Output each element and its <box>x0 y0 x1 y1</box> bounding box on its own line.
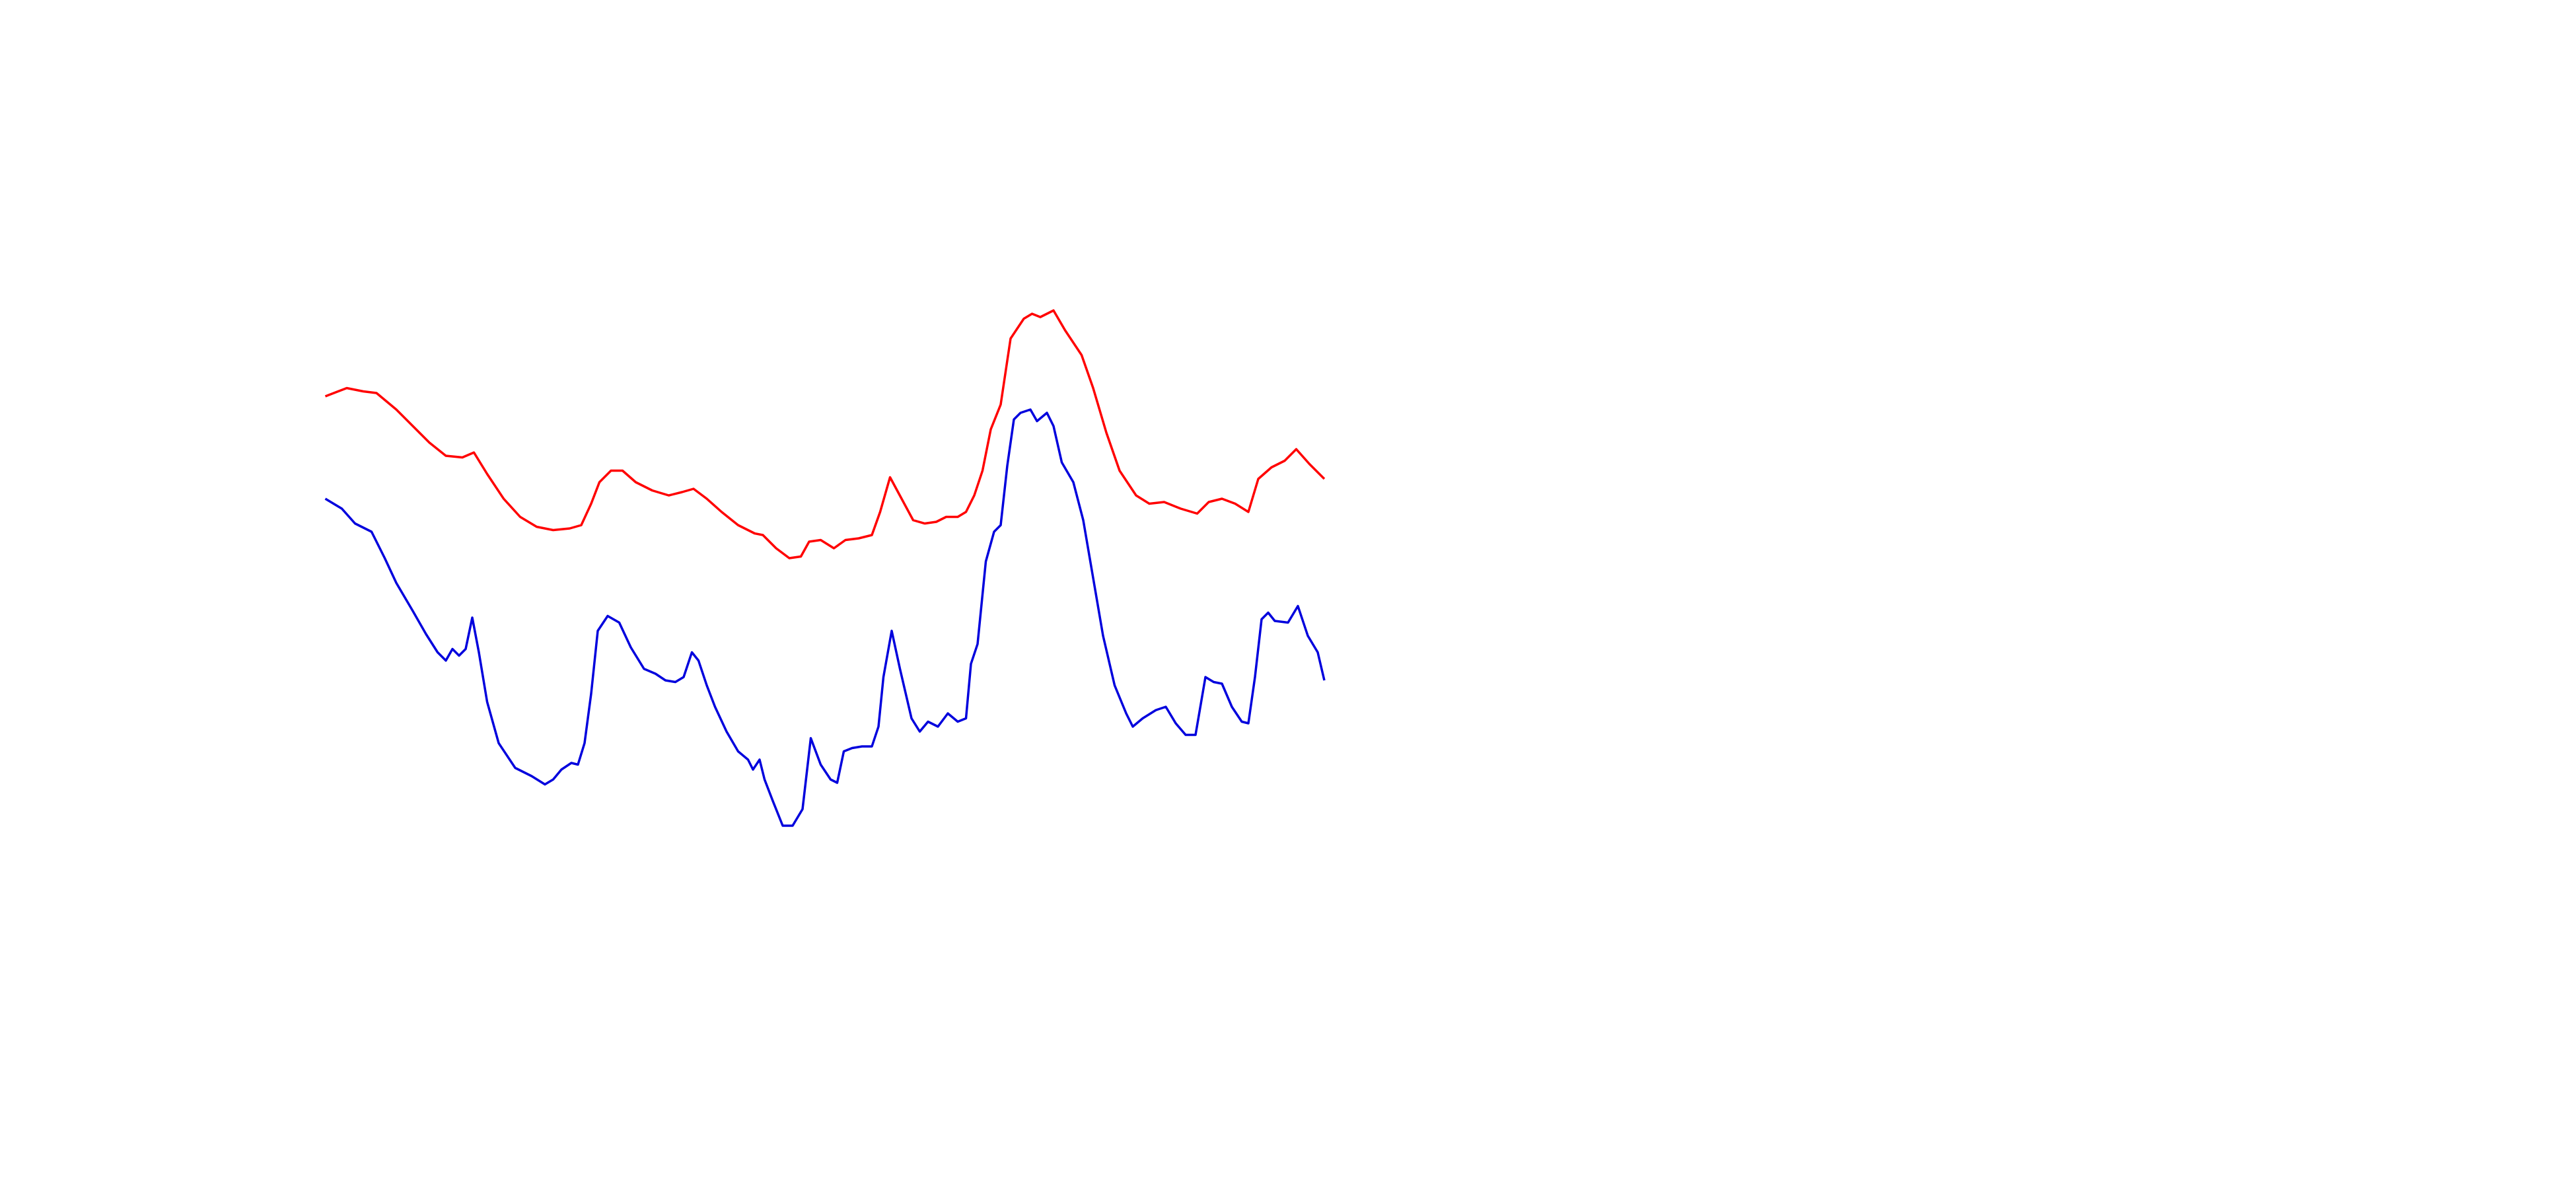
line-series <box>324 309 1326 559</box>
line-series <box>324 408 1326 827</box>
